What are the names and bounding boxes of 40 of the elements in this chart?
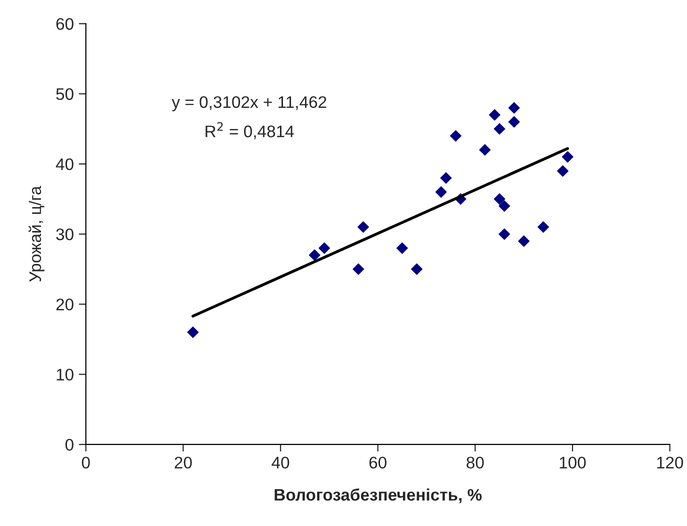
point [435, 186, 447, 198]
point [508, 102, 520, 114]
point [308, 249, 320, 261]
point [538, 221, 550, 233]
x-tick-label: 120 [657, 456, 684, 469]
point [450, 130, 462, 142]
x-tick-label: 80 [466, 456, 484, 469]
y-tick-label: 20 [56, 298, 74, 310]
point [352, 263, 364, 275]
x-tick-label: 40 [272, 456, 290, 469]
x-tick-label: 60 [369, 456, 386, 469]
x-axis-title: Вологозабезпеченість, % [274, 488, 482, 504]
annotation: y = 0,3102x + 11,462 [172, 96, 326, 112]
y-tick-label: 30 [56, 228, 74, 240]
point [562, 151, 574, 163]
point [498, 200, 510, 212]
y-tick-label: 50 [56, 88, 74, 100]
point [479, 144, 491, 156]
y-tick-label: 10 [56, 368, 74, 381]
y-axis-title: Урожай, ц/га [28, 186, 44, 282]
point [494, 193, 506, 205]
point [494, 123, 506, 135]
point [488, 109, 500, 121]
point [508, 116, 520, 128]
point [187, 326, 199, 338]
point [518, 235, 530, 247]
point [440, 172, 452, 184]
y-tick-label: 60 [56, 18, 74, 30]
point [358, 221, 369, 233]
point [396, 242, 408, 254]
y-tick-label: 0 [65, 438, 74, 451]
annotation: R$^{2}$ = 0,4814 [206, 122, 294, 140]
x-tick-label: 20 [174, 456, 192, 469]
point [498, 228, 510, 240]
point [411, 263, 423, 275]
point [318, 242, 330, 254]
x-tick-label: 100 [560, 456, 586, 469]
y-tick-label: 40 [56, 158, 74, 170]
point [557, 165, 568, 177]
x-tick-label: 0 [82, 456, 90, 469]
